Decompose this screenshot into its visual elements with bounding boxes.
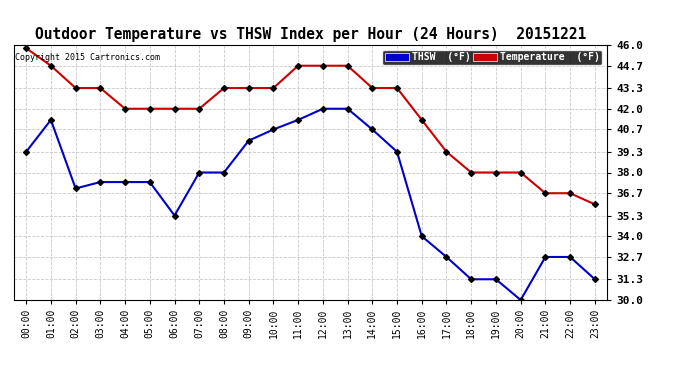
Legend: THSW  (°F), Temperature  (°F): THSW (°F), Temperature (°F) (382, 50, 602, 65)
Title: Outdoor Temperature vs THSW Index per Hour (24 Hours)  20151221: Outdoor Temperature vs THSW Index per Ho… (35, 27, 586, 42)
Text: Copyright 2015 Cartronics.com: Copyright 2015 Cartronics.com (15, 53, 160, 62)
